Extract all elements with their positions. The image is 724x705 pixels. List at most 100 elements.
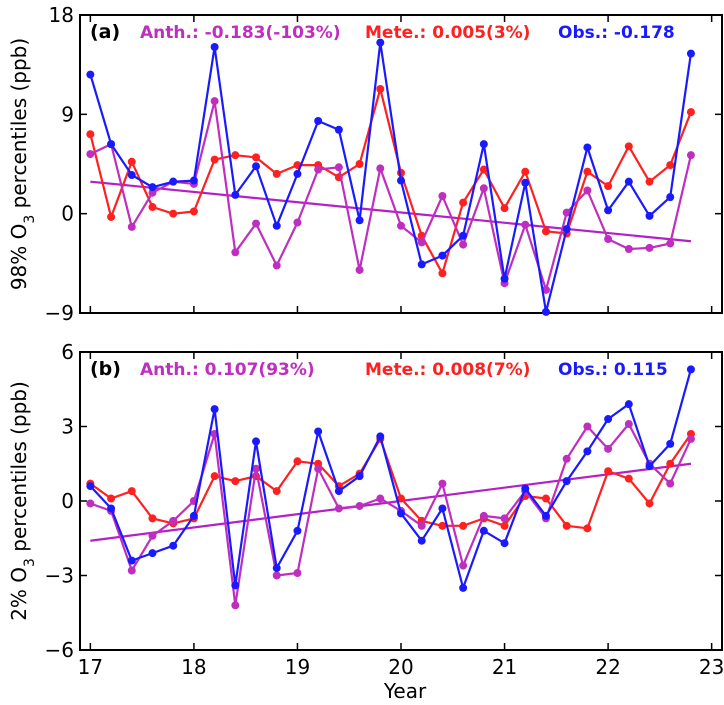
panel-a-ytick-label: 9 [61, 102, 74, 126]
panel-a-obs-point [541, 307, 550, 316]
panel-a-anth-point [438, 192, 447, 201]
panel-a-mete-point [86, 130, 95, 139]
panel-a-obs-point [666, 193, 675, 202]
panel-b-anth-point [624, 420, 633, 429]
panel-b-anth-point [686, 434, 695, 443]
panel-b-anth-point [231, 601, 240, 610]
panel-b-anth-point [127, 566, 136, 575]
panel-a-frame [79, 14, 723, 314]
panel-a-anth-point [645, 243, 654, 252]
panel-a-obs-point [293, 169, 302, 178]
panel-b-anth-point [583, 422, 592, 431]
panel-a-mete-point [624, 142, 633, 151]
x-tick-label: 22 [595, 655, 620, 679]
panel-a-y-axis-label: 98% O3 percentiles (ppb) [7, 38, 38, 290]
panel-a-mete-point [107, 212, 116, 221]
panel-b-obs-point [127, 556, 136, 565]
panel-b-label: (b) [90, 358, 121, 380]
x-axis-label: Year [383, 679, 427, 703]
panel-a-obs-point [169, 177, 178, 186]
panel-b-anth-point [314, 464, 323, 473]
panel-b-obs-point [107, 504, 116, 513]
panel-a-mete-point [148, 203, 157, 212]
panel-a-obs-point [624, 177, 633, 186]
x-tick-label: 23 [699, 655, 724, 679]
panel-a-anth-point [479, 184, 488, 193]
panel-a-obs-point [231, 190, 240, 199]
panel-a-anth-point [397, 221, 405, 230]
panel-b-obs-line [89, 369, 692, 590]
panel-a-mete-point [189, 207, 198, 216]
panel-b-2-percentile: −6 −3 0 3 6 17 18 19 20 21 22 23 2% O3 percentiles (… [7, 340, 724, 679]
panel-b-obs-point [314, 427, 323, 436]
panel-b-obs-point [459, 583, 468, 592]
panel-a-mete-point [127, 157, 136, 166]
panel-b-obs-point [272, 564, 281, 573]
panel-b-anth-point [272, 571, 281, 580]
panel-b-obs-point [86, 482, 95, 491]
panel-a-mete-point [541, 227, 550, 236]
panel-b-anth-annotation: Anth.: 0.107(93%) [140, 360, 315, 380]
panel-a-obs-point [438, 251, 447, 260]
panel-a-anth-point [417, 238, 426, 247]
panel-b-anth-point [459, 561, 468, 570]
panel-b-ytick-label: 3 [61, 415, 74, 439]
panel-a-obs-point [334, 125, 343, 134]
panel-a-obs-point [210, 43, 219, 52]
panel-a-anth-point [583, 186, 592, 195]
panel-b-obs-point [148, 549, 157, 558]
panel-b-obs-point [231, 581, 240, 590]
panel-a-mete-point [479, 165, 488, 174]
panel-a-obs-point [86, 70, 95, 79]
panel-b-anth-point [334, 504, 343, 513]
panel-a-mete-point [604, 182, 613, 191]
panel-a-anth-point [459, 240, 468, 249]
panel-b-mete-point [624, 474, 633, 483]
panel-a-anth-point [624, 244, 633, 253]
panel-b-anth-point [562, 454, 571, 463]
panel-a-mete-point [459, 198, 468, 207]
panel-a-anth-point [334, 163, 343, 172]
panel-b-obs-point [604, 415, 613, 424]
panel-a-mete-point [666, 161, 675, 170]
panel-b-anth-point [500, 514, 509, 523]
panel-b-obs-point [624, 400, 633, 409]
panel-b-anth-point [86, 499, 95, 508]
panel-a-ytick-label: −9 [45, 301, 74, 325]
panel-a-anth-point [210, 97, 219, 106]
panel-b-obs-point [397, 509, 405, 518]
panel-b-mete-point [293, 457, 302, 466]
panel-b-mete-point [231, 477, 240, 486]
panel-a-trend-line [90, 180, 692, 243]
panel-b-obs-point [252, 437, 261, 446]
panel-a-obs-line [89, 41, 692, 313]
panel-b-mete-annotation: Mete.: 0.008(7%) [365, 360, 530, 380]
panel-a-ytick-label: 18 [49, 3, 74, 27]
panel-a-anth-point [231, 248, 240, 257]
panel-a-ytick-label: 0 [61, 202, 74, 226]
panel-a-obs-point [604, 206, 613, 215]
panel-b-obs-point [521, 484, 530, 493]
panel-a-anth-point [127, 222, 136, 231]
panel-a-mete-point [500, 204, 509, 213]
panel-a-obs-point [459, 231, 468, 240]
panel-a-mete-point [252, 153, 261, 162]
panel-a-mete-point [376, 84, 385, 93]
panel-a-98-percentile: −9 0 9 18 98% O3 percentiles (ppb) (a) Anth.: … [7, 3, 723, 325]
panel-b-mete-point [645, 499, 654, 508]
panel-a-mete-point [210, 155, 219, 164]
panel-b-anth-point [604, 444, 613, 453]
x-tick-label: 17 [78, 655, 103, 679]
panel-b-trend-line [90, 462, 692, 542]
panel-b-obs-point [562, 477, 571, 486]
panel-b-ytick-label: −3 [45, 564, 74, 588]
panel-a-obs-point [148, 183, 157, 192]
panel-a-label: (a) [90, 21, 120, 43]
panel-a-obs-point [397, 176, 405, 185]
panel-b-obs-point [500, 539, 509, 548]
panel-a-obs-point [417, 260, 426, 269]
panel-b-ytick-label: −6 [45, 638, 74, 662]
panel-b-obs-point [645, 462, 654, 471]
panel-a-obs-point [562, 225, 571, 234]
